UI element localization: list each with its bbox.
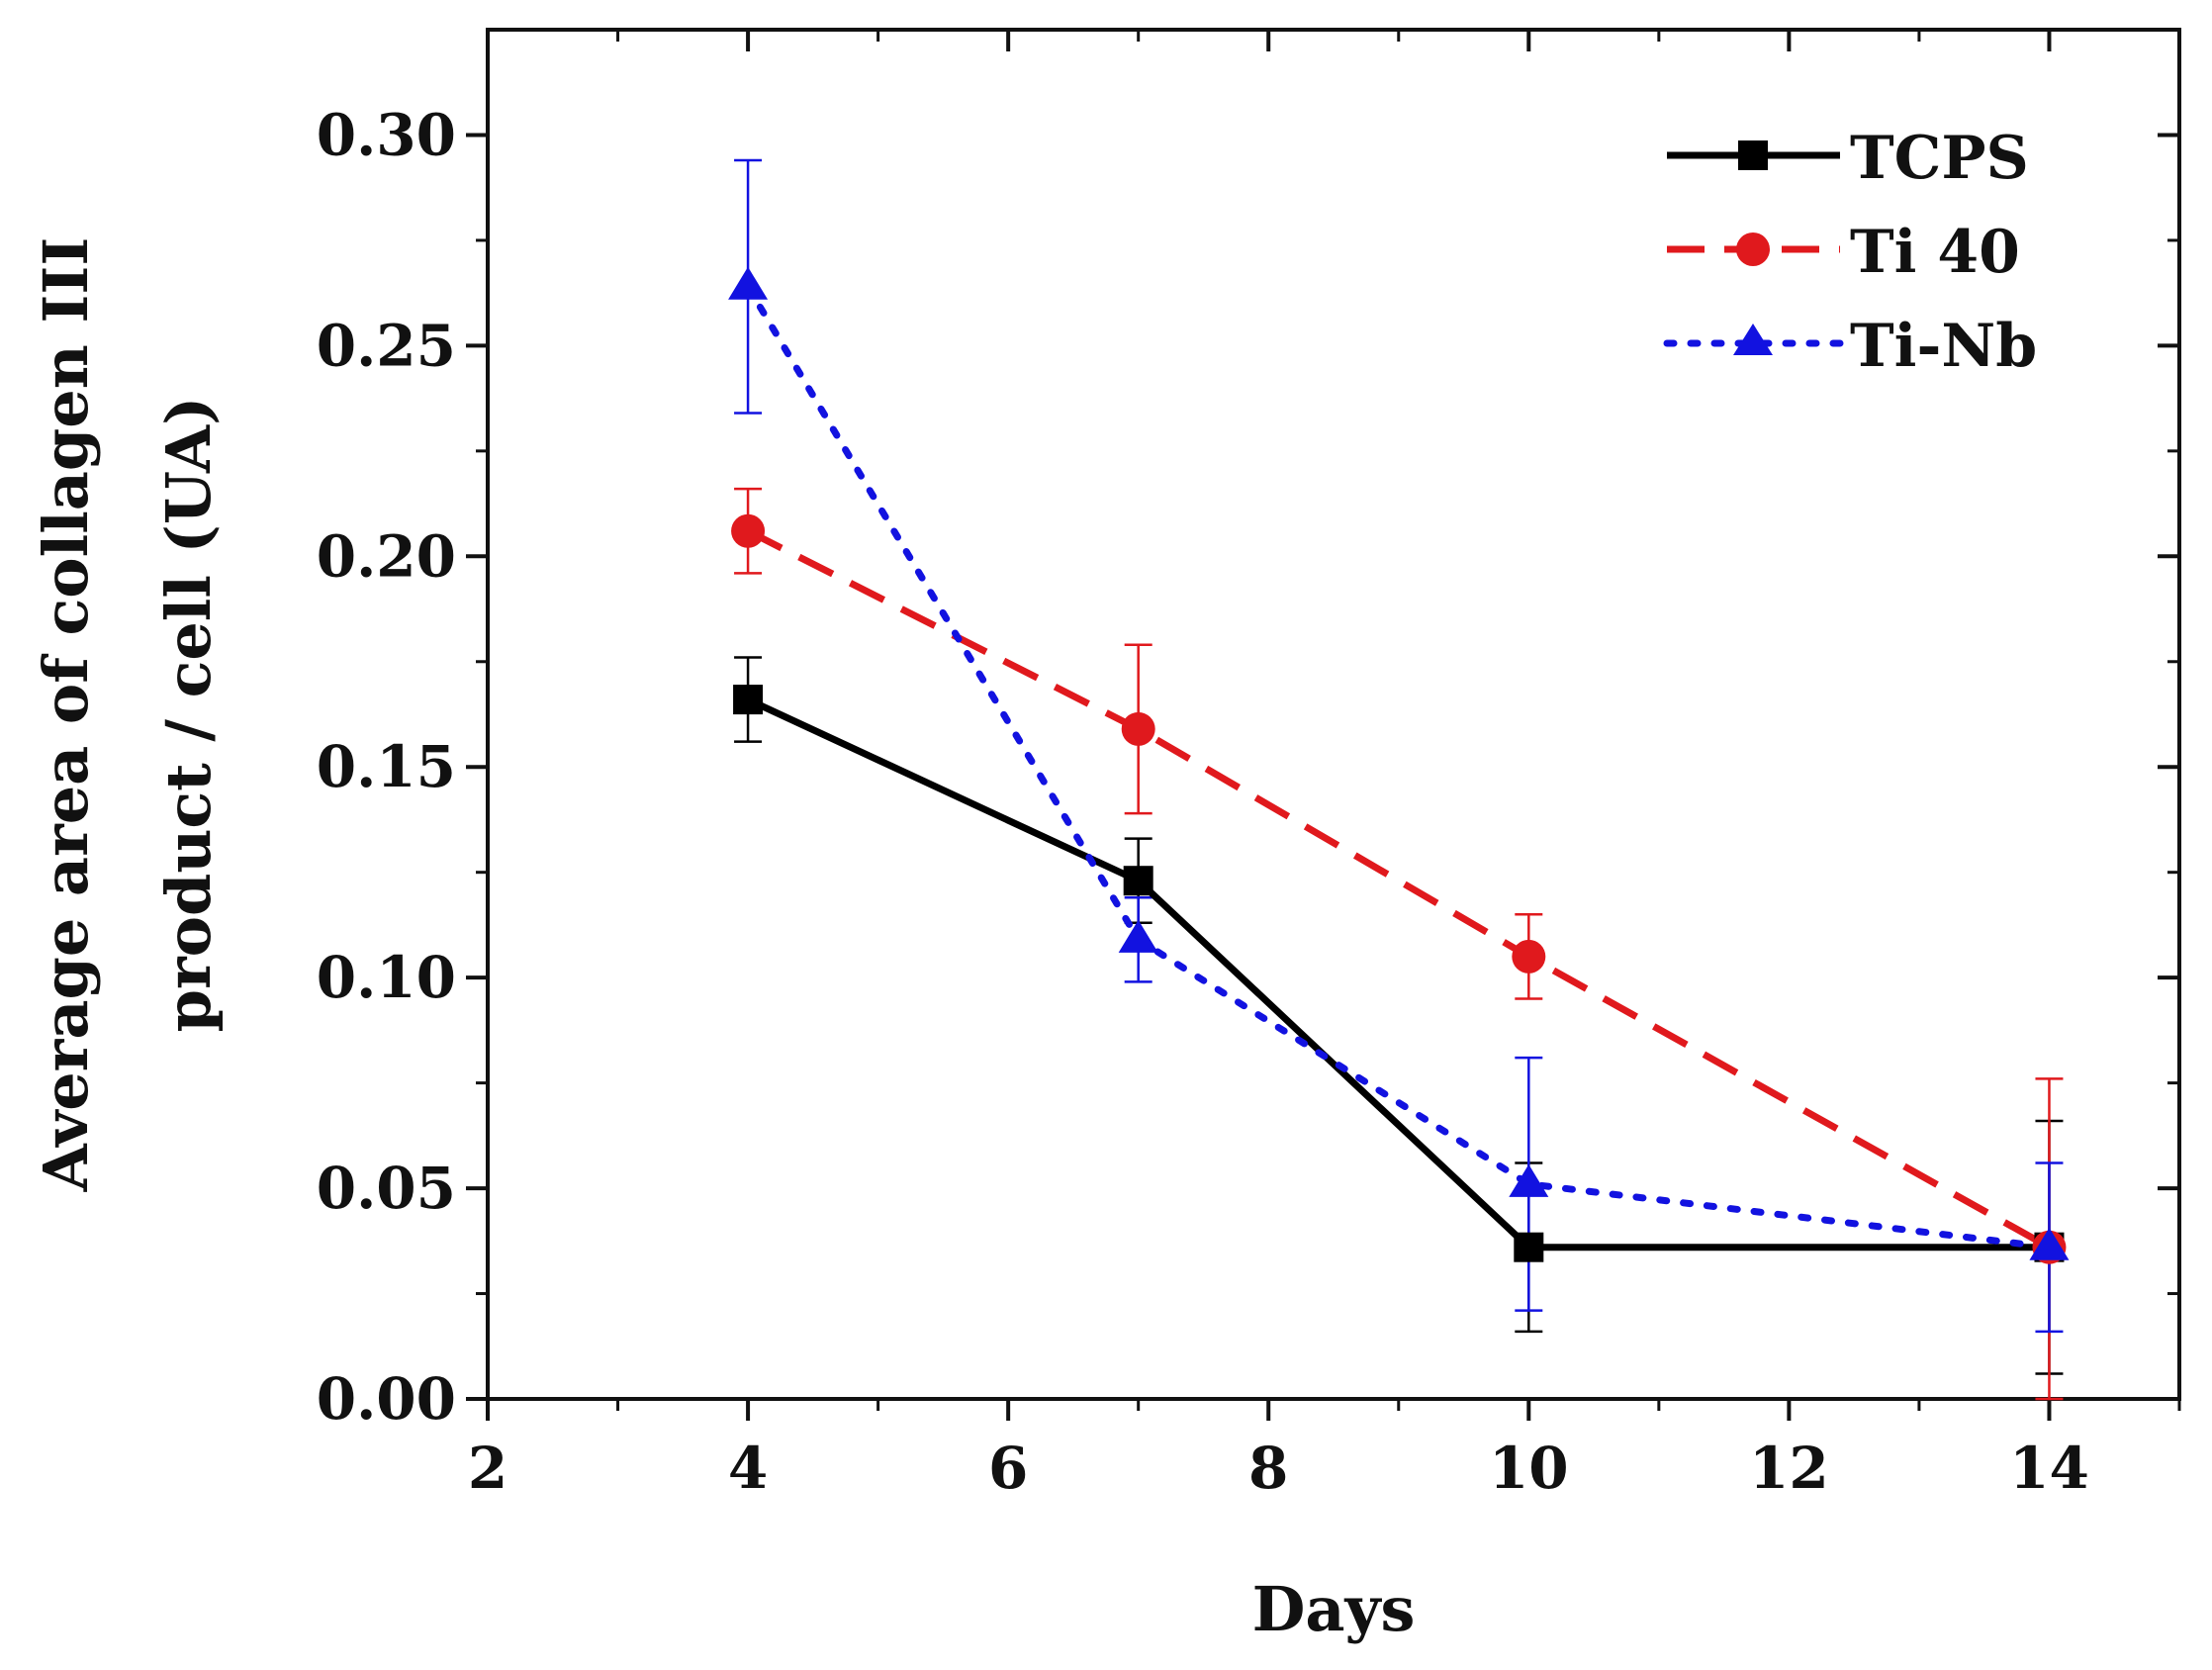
- legend-marker-ti40: [1736, 232, 1770, 266]
- series-line-tcps: [746, 696, 2050, 1252]
- y-tick-label: 0.30: [317, 101, 456, 168]
- y-tick-label: 0.10: [317, 944, 456, 1011]
- y-axis-title-line-1: Average area of collagen III: [30, 237, 102, 1193]
- x-axis-title: Days: [1252, 1573, 1416, 1645]
- legend-item-ti40: Ti 40: [1667, 218, 2020, 287]
- data-point: [2029, 1227, 2070, 1260]
- data-point: [728, 266, 769, 300]
- legend: TCPS Ti 40 Ti-Nb: [1663, 124, 2037, 381]
- x-tick-labels: 2 4 6 8 10 12 14: [468, 1435, 2089, 1502]
- x-tick-label: 2: [468, 1435, 507, 1502]
- legend-item-tcps: TCPS: [1667, 124, 2029, 193]
- data-point: [1123, 866, 1153, 896]
- legend-marker-tcps: [1738, 140, 1768, 170]
- y-axis-title-line-2: product / cell (UA): [152, 397, 225, 1033]
- data-point: [1512, 939, 1546, 974]
- data-point: [731, 513, 766, 548]
- x-tick-label: 8: [1248, 1435, 1288, 1502]
- legend-marker-tinb: [1733, 324, 1773, 355]
- y-tick-label: 0.15: [317, 733, 456, 800]
- x-tick-label: 10: [1489, 1435, 1569, 1502]
- data-point: [733, 685, 764, 715]
- y-tick-label: 0.00: [317, 1365, 456, 1433]
- data-point: [1121, 711, 1155, 746]
- series-line-ti40: [746, 527, 2052, 1251]
- legend-label-ti40: Ti 40: [1850, 218, 2020, 287]
- data-point: [1509, 1163, 1549, 1197]
- markers-tinb: [728, 266, 2070, 1260]
- series-layer: [728, 158, 2070, 1401]
- plot-frame: [486, 28, 2181, 1401]
- y-tick-label: 0.05: [317, 1155, 456, 1222]
- legend-label-tinb: Ti-Nb: [1850, 312, 2037, 381]
- data-point: [1514, 1232, 1544, 1262]
- y-tick-label: 0.25: [317, 312, 456, 379]
- x-tick-label: 14: [2009, 1435, 2089, 1502]
- data-point: [1118, 919, 1158, 953]
- x-tick-label: 12: [1749, 1435, 1829, 1502]
- x-tick-label: 4: [728, 1435, 768, 1502]
- legend-label-tcps: TCPS: [1850, 124, 2029, 193]
- series-line-tinb: [744, 283, 2053, 1252]
- y-tick-labels: 0.00 0.05 0.10 0.15 0.20 0.25 0.30: [317, 101, 456, 1433]
- y-tick-label: 0.20: [317, 522, 456, 590]
- axis-ticks: [466, 30, 2181, 1421]
- x-tick-label: 6: [988, 1435, 1028, 1502]
- legend-item-tinb: Ti-Nb: [1663, 312, 2037, 381]
